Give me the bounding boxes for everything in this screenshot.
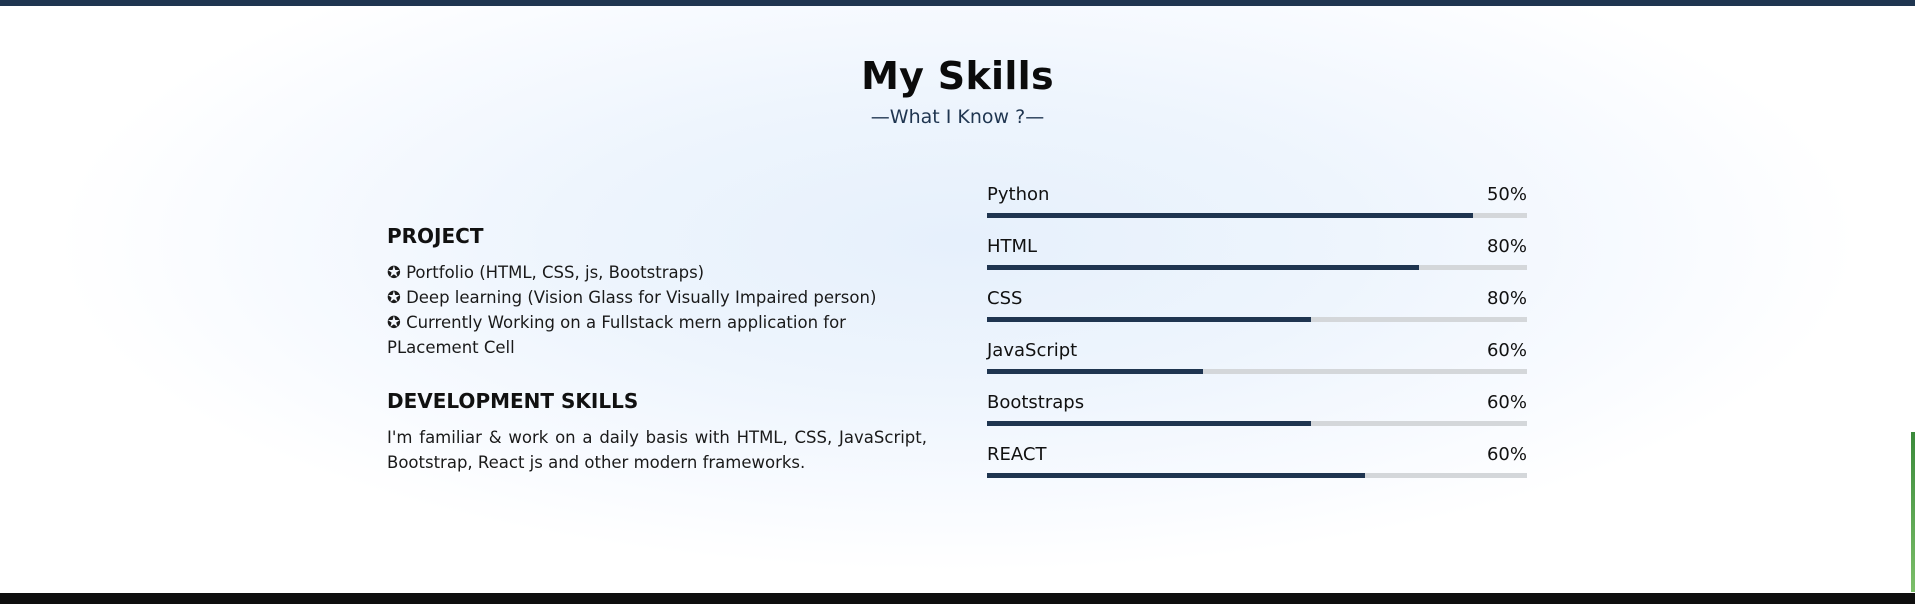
project-list: ✪ Portfolio (HTML, CSS, js, Bootstraps) …	[387, 260, 927, 360]
skill-progress-fill	[987, 473, 1365, 478]
page-edge-decoration	[1911, 432, 1915, 592]
skill-progress-fill	[987, 317, 1311, 322]
skill-progress-track	[987, 473, 1527, 478]
page-subtitle: —What I Know ?—	[870, 106, 1045, 128]
footer-bar	[0, 593, 1915, 604]
skill-progress-track	[987, 369, 1527, 374]
page-title: My Skills	[861, 54, 1054, 98]
skill-percent: 80%	[1486, 236, 1527, 257]
skill-name: CSS	[987, 288, 1023, 309]
skill-react: REACT 60%	[987, 443, 1527, 495]
skill-name: HTML	[987, 236, 1038, 257]
skill-progress-track	[987, 265, 1527, 270]
project-heading: PROJECT	[387, 224, 484, 248]
skill-progress-track	[987, 421, 1527, 426]
skill-progress-fill	[987, 265, 1419, 270]
about-column: PROJECT ✪ Portfolio (HTML, CSS, js, Boot…	[387, 224, 927, 475]
skill-progress-fill	[987, 369, 1203, 374]
skill-name: Bootstraps	[987, 392, 1085, 413]
skill-percent: 60%	[1486, 392, 1527, 413]
skill-javascript: JavaScript 60%	[987, 339, 1527, 391]
skill-name: REACT	[987, 444, 1047, 465]
skill-percent: 60%	[1486, 340, 1527, 361]
skill-bootstraps: Bootstraps 60%	[987, 391, 1527, 443]
project-item: ✪ Deep learning (Vision Glass for Visual…	[387, 288, 877, 307]
skill-progress-fill	[987, 421, 1311, 426]
skill-progress-fill	[987, 213, 1473, 218]
skill-percent: 60%	[1486, 444, 1527, 465]
development-skills-text: I'm familiar & work on a daily basis wit…	[387, 428, 927, 472]
skill-progress-track	[987, 213, 1527, 218]
skill-percent: 80%	[1486, 288, 1527, 309]
skill-python: Python 50%	[987, 183, 1527, 235]
skill-name: JavaScript	[987, 340, 1078, 361]
skill-css: CSS 80%	[987, 287, 1527, 339]
project-item: ✪ Portfolio (HTML, CSS, js, Bootstraps)	[387, 263, 705, 282]
skills-list: Python 50% HTML 80% CSS 80% JavaScript 6…	[987, 183, 1527, 495]
skill-percent: 50%	[1486, 184, 1527, 205]
project-item: ✪ Currently Working on a Fullstack mern …	[387, 313, 846, 357]
top-border	[0, 0, 1915, 6]
skill-progress-track	[987, 317, 1527, 322]
skill-name: Python	[987, 184, 1050, 205]
skill-html: HTML 80%	[987, 235, 1527, 287]
development-skills-heading: DEVELOPMENT SKILLS	[387, 389, 639, 413]
